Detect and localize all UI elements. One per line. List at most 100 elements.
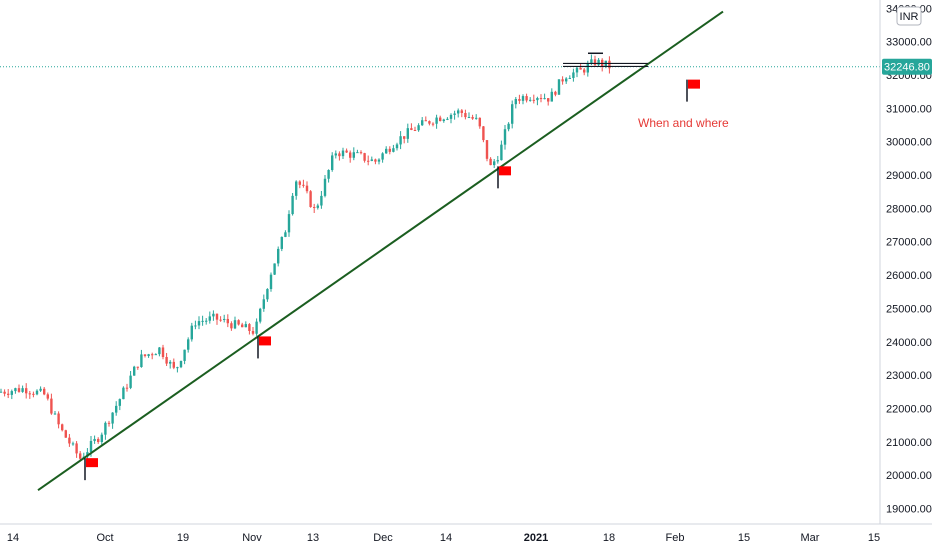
time-tick-label: Dec	[373, 532, 393, 544]
candle-body	[125, 387, 129, 389]
candle-body	[17, 388, 21, 392]
candle-body	[532, 99, 535, 101]
candle-body	[395, 144, 399, 149]
candle-body	[287, 214, 291, 233]
price-tick-label: 23000.00	[886, 370, 932, 382]
candle-body	[161, 347, 165, 358]
candle-body	[597, 59, 600, 65]
candle-body	[259, 308, 262, 322]
candle-body	[71, 443, 75, 445]
candle-body	[230, 323, 233, 329]
candle-body	[536, 98, 539, 101]
price-axis[interactable]	[880, 0, 932, 550]
current-price-label: 32246.80	[884, 62, 930, 74]
candle-body	[424, 120, 427, 122]
candle-body	[500, 144, 503, 161]
candle-body	[410, 128, 413, 131]
candle-body	[291, 195, 294, 215]
candle-body	[489, 158, 492, 166]
candle-body	[107, 422, 111, 424]
currency-badge: INR	[896, 6, 922, 26]
candle-body	[21, 388, 24, 392]
candle-body	[147, 354, 150, 356]
candle-body	[208, 316, 211, 321]
candle-body	[338, 153, 341, 157]
candles-layer	[0, 54, 611, 462]
candle-body	[187, 339, 190, 350]
candle-body	[431, 123, 435, 125]
price-tick-label: 22000.00	[886, 403, 932, 415]
candle-body	[25, 388, 28, 394]
price-axis-ticks: 19000.00 20000.00 21000.00 22000.00 23000.00…	[886, 3, 932, 515]
candle-body	[158, 347, 161, 355]
candle-body	[583, 69, 586, 73]
candle-body	[511, 104, 514, 124]
candle-body	[341, 150, 345, 157]
candle-body	[61, 424, 64, 431]
candle-body	[309, 191, 312, 208]
candle-body	[525, 96, 528, 101]
candle-body	[255, 321, 258, 334]
candle-body	[277, 248, 280, 264]
candle-body	[514, 99, 517, 105]
candle-body	[381, 153, 384, 160]
candle-body	[0, 391, 3, 393]
annotation-text: When and where	[638, 116, 729, 130]
candle-body	[460, 110, 463, 113]
price-tick-label: 30000.00	[886, 137, 932, 149]
candle-body	[539, 98, 543, 100]
time-tick-label: 15	[868, 532, 880, 544]
candle-body	[507, 123, 510, 130]
price-tick-label: 20000.00	[886, 470, 932, 482]
candle-body	[183, 349, 186, 361]
candle-body	[467, 117, 471, 119]
candle-body	[608, 60, 611, 69]
candle-body	[323, 178, 327, 196]
candle-body	[75, 443, 78, 454]
candle-body	[503, 129, 507, 145]
candle-body	[331, 155, 334, 171]
candle-body	[475, 117, 478, 119]
candle-body	[554, 91, 557, 95]
candle-body	[179, 360, 183, 368]
time-axis[interactable]	[0, 524, 932, 550]
candle-body	[190, 325, 193, 340]
candle-body	[93, 438, 96, 441]
candle-body	[593, 59, 597, 65]
candle-body	[345, 150, 348, 153]
candle-body	[86, 452, 89, 457]
candle-body	[32, 393, 35, 395]
time-axis-ticks: 14 Oct 19 Nov 13 Dec 14 2021 18 Feb 15 Mar 15	[7, 532, 880, 544]
price-tick-label: 25000.00	[886, 303, 932, 315]
price-tick-label: 28000.00	[886, 203, 932, 215]
candle-body	[111, 412, 114, 424]
time-tick-label: 18	[603, 532, 615, 544]
flag-icon	[688, 79, 700, 89]
time-tick-label: 15	[738, 532, 750, 544]
candle-body	[46, 394, 49, 399]
trendline[interactable]	[37, 10, 724, 491]
candle-body	[586, 63, 589, 73]
candle-body	[521, 96, 525, 101]
candle-body	[496, 160, 499, 162]
candle-body	[7, 393, 10, 395]
candle-body	[244, 324, 247, 328]
candle-body	[370, 159, 373, 161]
candle-body	[172, 361, 175, 368]
time-tick-label: 2021	[524, 532, 548, 544]
candle-body	[219, 319, 222, 321]
candle-body	[428, 121, 431, 124]
resistance-line[interactable]	[563, 52, 648, 68]
candle-body	[262, 299, 265, 309]
flags-layer	[84, 79, 700, 481]
candle-body	[367, 160, 370, 162]
candle-body	[471, 117, 474, 119]
candle-body	[413, 130, 417, 132]
price-tick-label: 27000.00	[886, 237, 932, 249]
candle-body	[302, 184, 305, 186]
price-tick-label: 24000.00	[886, 337, 932, 349]
flag-marker	[257, 336, 271, 359]
candle-body	[154, 354, 157, 356]
price-tick-label: 31000.00	[886, 103, 932, 115]
